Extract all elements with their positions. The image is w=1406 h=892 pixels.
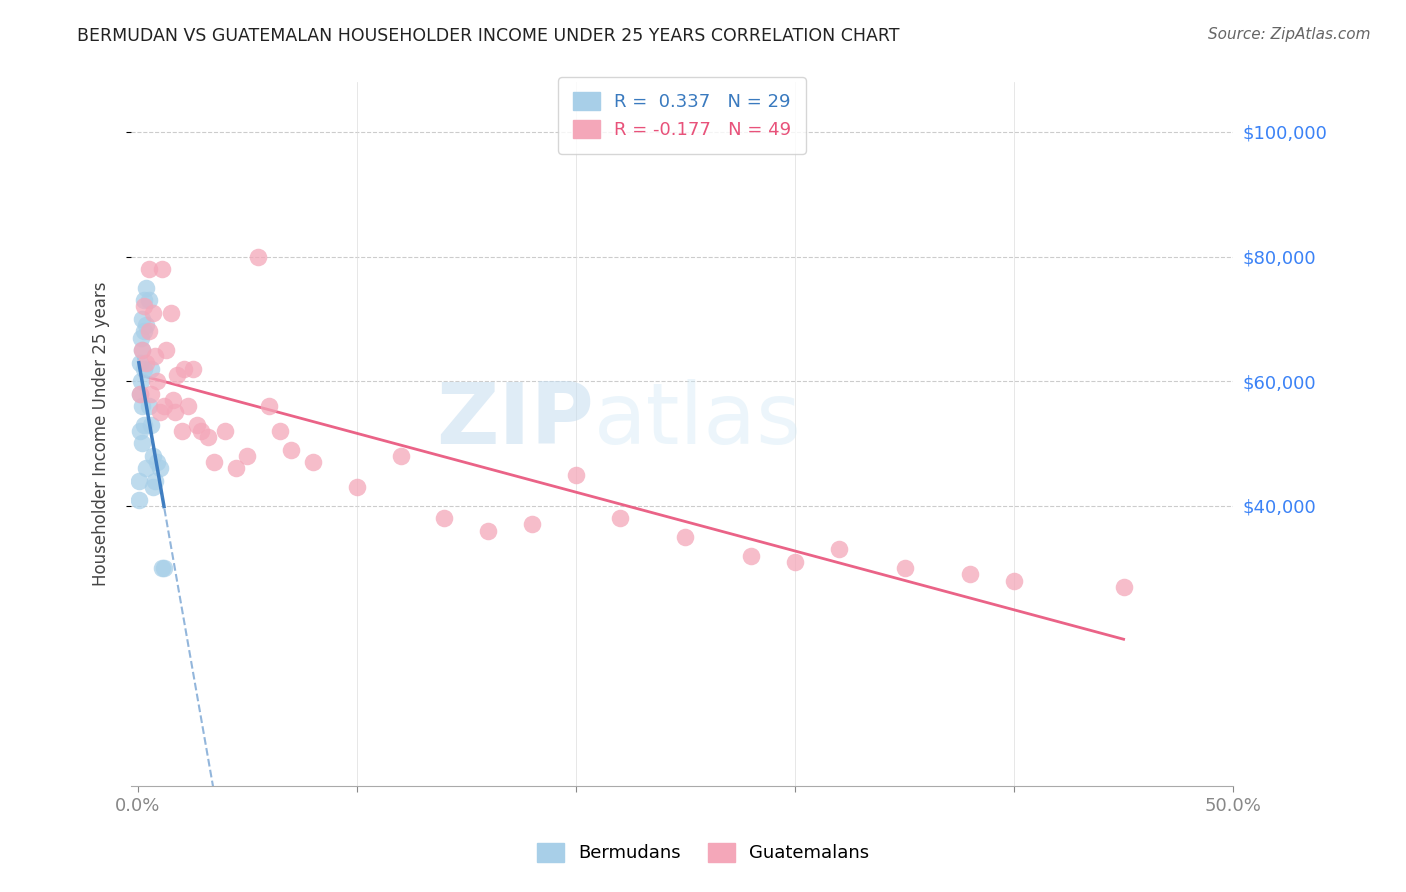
Point — [181, 361, 204, 376]
Point — [129, 330, 152, 344]
Point — [477, 524, 499, 538]
Point — [138, 399, 160, 413]
Point — [142, 480, 165, 494]
Point — [138, 324, 160, 338]
Text: BERMUDAN VS GUATEMALAN HOUSEHOLDER INCOME UNDER 25 YEARS CORRELATION CHART: BERMUDAN VS GUATEMALAN HOUSEHOLDER INCOM… — [77, 27, 900, 45]
Point — [143, 349, 166, 363]
Point — [893, 561, 915, 575]
Point — [129, 386, 152, 401]
Point — [138, 262, 160, 277]
Legend: R =  0.337   N = 29, R = -0.177   N = 49: R = 0.337 N = 29, R = -0.177 N = 49 — [558, 77, 806, 153]
Point — [257, 399, 280, 413]
Point — [128, 474, 150, 488]
Point — [139, 361, 162, 376]
Point — [131, 343, 153, 357]
Point — [173, 361, 195, 376]
Point — [142, 306, 165, 320]
Point — [131, 312, 153, 326]
Point — [155, 343, 177, 357]
Point — [150, 561, 173, 575]
Point — [163, 405, 186, 419]
Point — [177, 399, 200, 413]
Point — [139, 417, 162, 432]
Point — [565, 467, 588, 482]
Point — [153, 561, 176, 575]
Point — [190, 424, 212, 438]
Point — [146, 374, 169, 388]
Point — [129, 424, 152, 438]
Point — [269, 424, 291, 438]
Point — [197, 430, 219, 444]
Point — [143, 474, 166, 488]
Point — [159, 306, 181, 320]
Point — [131, 399, 153, 413]
Point — [236, 449, 259, 463]
Point — [520, 517, 543, 532]
Point — [225, 461, 247, 475]
Text: ZIP: ZIP — [436, 378, 593, 461]
Point — [214, 424, 236, 438]
Point — [783, 555, 806, 569]
Point — [828, 542, 851, 557]
Point — [302, 455, 325, 469]
Point — [135, 318, 157, 332]
Point — [280, 442, 302, 457]
Point — [149, 405, 172, 419]
Point — [134, 300, 156, 314]
Point — [959, 567, 981, 582]
Point — [128, 492, 150, 507]
Point — [134, 293, 156, 308]
Point — [134, 361, 156, 376]
Point — [170, 424, 193, 438]
Point — [153, 399, 176, 413]
Point — [135, 355, 157, 369]
Point — [186, 417, 208, 432]
Point — [740, 549, 762, 563]
Point — [166, 368, 188, 382]
Point — [131, 436, 153, 450]
Point — [149, 461, 172, 475]
Point — [389, 449, 412, 463]
Point — [134, 324, 156, 338]
Text: atlas: atlas — [593, 378, 801, 461]
Point — [135, 461, 157, 475]
Legend: Bermudans, Guatemalans: Bermudans, Guatemalans — [529, 836, 877, 870]
Point — [131, 343, 153, 357]
Point — [139, 386, 162, 401]
Point — [1002, 574, 1025, 588]
Point — [129, 386, 152, 401]
Point — [129, 374, 152, 388]
Point — [150, 262, 173, 277]
Point — [162, 392, 184, 407]
Point — [134, 417, 156, 432]
Point — [609, 511, 631, 525]
Point — [129, 355, 152, 369]
Point — [135, 281, 157, 295]
Point — [138, 293, 160, 308]
Point — [247, 250, 270, 264]
Y-axis label: Householder Income Under 25 years: Householder Income Under 25 years — [93, 282, 110, 586]
Point — [142, 449, 165, 463]
Text: Source: ZipAtlas.com: Source: ZipAtlas.com — [1208, 27, 1371, 42]
Point — [1112, 580, 1135, 594]
Point — [146, 455, 169, 469]
Point — [346, 480, 368, 494]
Point — [202, 455, 225, 469]
Point — [433, 511, 456, 525]
Point — [675, 530, 697, 544]
